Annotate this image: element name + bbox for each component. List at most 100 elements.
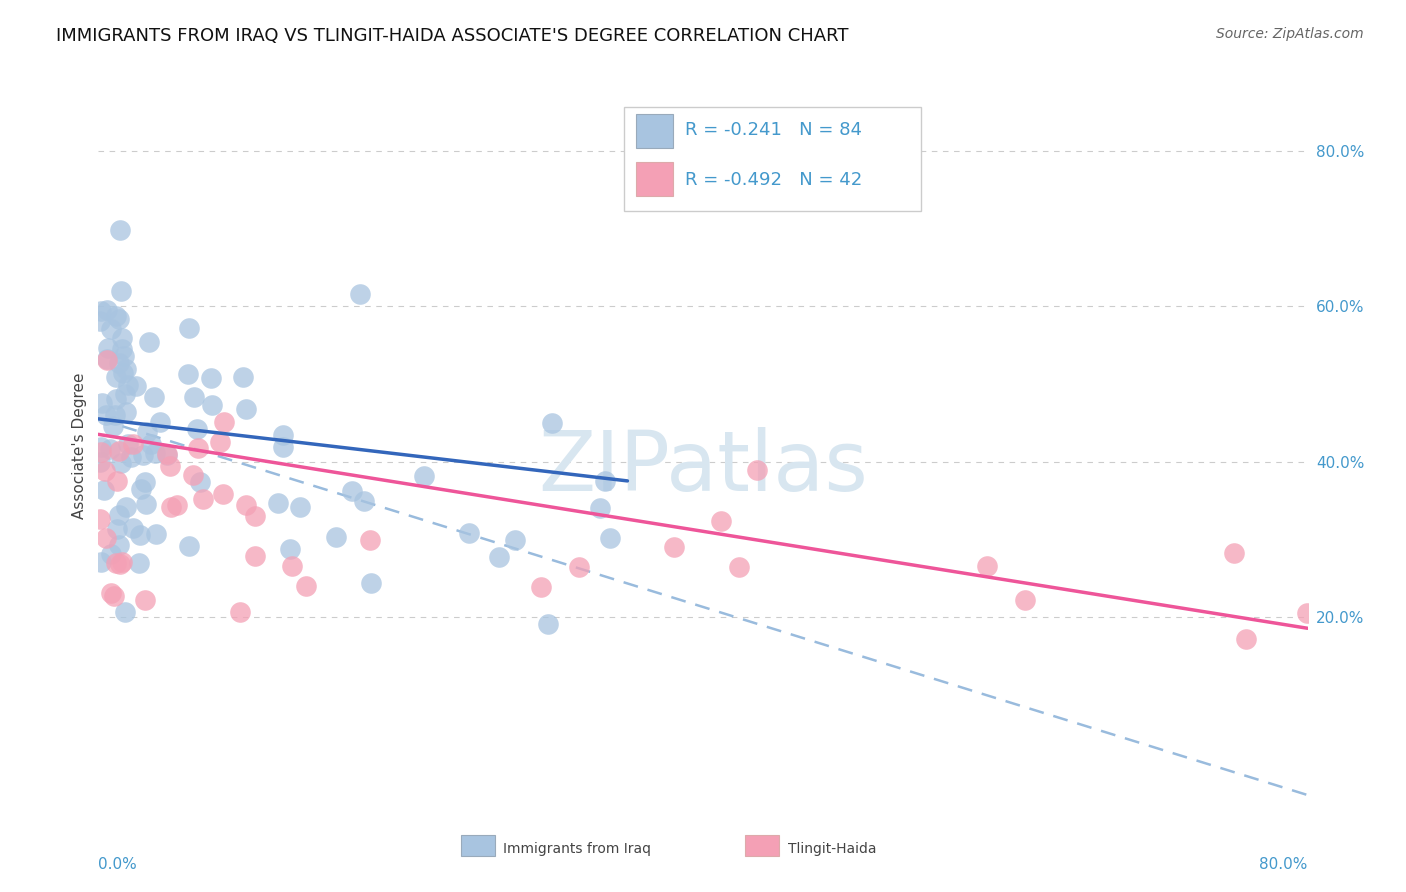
- Point: [112, 349, 135, 363]
- Point: [567, 560, 589, 574]
- Point: [111, 556, 134, 570]
- Point: [107, 443, 129, 458]
- Point: [156, 446, 179, 460]
- Point: [360, 576, 382, 591]
- Point: [94, 408, 117, 422]
- Point: [728, 560, 751, 574]
- Point: [93, 483, 115, 498]
- Point: [142, 390, 165, 404]
- Point: [325, 530, 347, 544]
- Point: [271, 440, 294, 454]
- Point: [89, 455, 111, 469]
- Point: [121, 437, 143, 451]
- Text: IMMIGRANTS FROM IRAQ VS TLINGIT-HAIDA ASSOCIATE'S DEGREE CORRELATION CHART: IMMIGRANTS FROM IRAQ VS TLINGIT-HAIDA AS…: [56, 27, 849, 45]
- Point: [149, 415, 172, 429]
- Point: [540, 416, 562, 430]
- Point: [132, 449, 155, 463]
- Point: [111, 331, 134, 345]
- Point: [122, 520, 145, 534]
- Point: [110, 558, 132, 572]
- Text: 0.0%: 0.0%: [98, 857, 138, 872]
- Point: [110, 223, 132, 237]
- Point: [139, 437, 162, 451]
- Point: [145, 527, 167, 541]
- FancyBboxPatch shape: [637, 114, 672, 148]
- Point: [340, 483, 363, 498]
- Point: [179, 320, 201, 334]
- Point: [101, 419, 124, 434]
- Point: [100, 547, 122, 561]
- Point: [107, 312, 129, 326]
- Point: [280, 558, 302, 573]
- Y-axis label: Associate's Degree: Associate's Degree: [72, 373, 87, 519]
- Text: Source: ZipAtlas.com: Source: ZipAtlas.com: [1216, 27, 1364, 41]
- Text: ZIPatlas: ZIPatlas: [538, 427, 868, 508]
- Point: [90, 555, 112, 569]
- Point: [183, 390, 205, 404]
- Point: [108, 538, 131, 552]
- Point: [599, 531, 621, 545]
- Point: [128, 556, 150, 570]
- Point: [90, 440, 112, 454]
- Point: [243, 509, 266, 524]
- Point: [114, 605, 136, 619]
- Point: [280, 541, 302, 556]
- Point: [747, 463, 769, 477]
- Point: [159, 500, 181, 514]
- Point: [349, 286, 371, 301]
- Point: [503, 533, 526, 547]
- Point: [104, 392, 127, 406]
- Point: [181, 468, 204, 483]
- Point: [100, 585, 122, 599]
- Point: [135, 497, 157, 511]
- Point: [709, 514, 731, 528]
- Point: [177, 368, 200, 382]
- Point: [115, 362, 138, 376]
- Point: [201, 398, 224, 412]
- Text: Tlingit-Haida: Tlingit-Haida: [787, 842, 876, 856]
- Point: [105, 556, 128, 570]
- Point: [187, 442, 209, 456]
- Point: [108, 508, 131, 522]
- Point: [107, 356, 129, 370]
- Point: [186, 422, 208, 436]
- Point: [94, 464, 117, 478]
- Point: [111, 342, 134, 356]
- Point: [104, 408, 127, 422]
- Point: [89, 314, 111, 328]
- Point: [96, 531, 118, 545]
- Point: [288, 500, 311, 515]
- Text: R = -0.241   N = 84: R = -0.241 N = 84: [685, 121, 862, 139]
- Point: [232, 369, 254, 384]
- Point: [91, 396, 114, 410]
- Point: [100, 322, 122, 336]
- Point: [664, 540, 686, 554]
- Point: [1014, 592, 1036, 607]
- Point: [136, 425, 159, 439]
- Point: [188, 475, 211, 490]
- Point: [117, 378, 139, 392]
- Point: [211, 487, 233, 501]
- Point: [97, 341, 120, 355]
- Point: [413, 469, 436, 483]
- Point: [191, 491, 214, 506]
- Point: [117, 436, 139, 450]
- Point: [212, 415, 235, 429]
- Text: 80.0%: 80.0%: [1260, 857, 1308, 872]
- FancyBboxPatch shape: [624, 107, 921, 211]
- Point: [111, 367, 134, 381]
- Point: [243, 549, 266, 564]
- Text: Immigrants from Iraq: Immigrants from Iraq: [503, 842, 651, 856]
- FancyBboxPatch shape: [745, 835, 779, 856]
- Point: [89, 512, 111, 526]
- Point: [1234, 632, 1257, 647]
- Point: [1222, 546, 1244, 560]
- Point: [537, 616, 560, 631]
- Point: [105, 475, 128, 489]
- Point: [530, 580, 553, 594]
- Point: [110, 284, 132, 298]
- Point: [134, 593, 156, 607]
- Point: [96, 353, 118, 368]
- Point: [90, 304, 112, 318]
- Point: [115, 500, 138, 514]
